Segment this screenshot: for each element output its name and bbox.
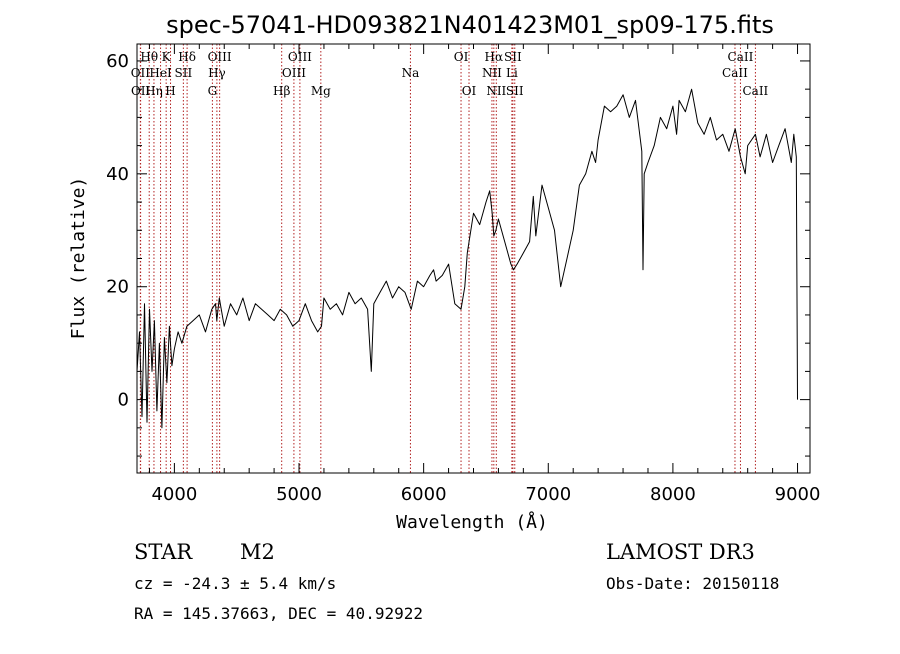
spectral-line-label: Hδ	[178, 50, 196, 64]
spectral-line-label: Hα	[485, 50, 504, 64]
spectral-line-label: SII	[175, 66, 193, 80]
spectral-line-label: OI	[454, 50, 469, 64]
chart-title: spec-57041-HD093821N401423M01_sp09-175.f…	[166, 11, 774, 39]
spectral-line-label: Hγ	[208, 66, 226, 80]
spectral-line-labels: OIIOIIHθHηHeIKHSIIHδGHγOIIIHβOIIIOIIIMgN…	[131, 50, 769, 98]
spectral-line-label: Hη	[145, 84, 163, 98]
x-tick-label: 9000	[775, 484, 821, 505]
spectral-line-markers	[139, 44, 756, 473]
spectral-line-label: CaII	[722, 66, 748, 80]
y-axis: 0 20 40 60	[106, 51, 810, 457]
object-class: STAR	[134, 540, 193, 564]
redshift-velocity: cz = -24.3 ± 5.4 km/s	[134, 574, 336, 593]
spectral-line-label: CaII	[728, 50, 754, 64]
object-subclass: M2	[240, 540, 275, 564]
spectral-line-label: NII	[486, 84, 506, 98]
spectral-line-label: OII	[131, 66, 151, 80]
spectral-line-label: Mg	[311, 84, 331, 98]
x-tick-label: 7000	[525, 484, 571, 505]
spectral-line-label: Li	[506, 66, 518, 80]
observation-date: Obs-Date: 20150118	[606, 574, 779, 593]
survey-name: LAMOST DR3	[606, 540, 755, 564]
y-axis-title: Flux (relative)	[68, 177, 89, 340]
x-axis: 4000 5000 6000 7000 8000 9000	[148, 44, 821, 505]
y-tick-label: 0	[118, 390, 129, 411]
x-axis-title: Wavelength (Å)	[396, 511, 548, 533]
spectral-line-label: OIII	[288, 50, 312, 64]
spectral-line-label: OIII	[208, 50, 232, 64]
spectral-line-label: NII	[482, 66, 502, 80]
spectral-line-label: Na	[402, 66, 420, 80]
spectral-line-label: SII	[504, 50, 522, 64]
coordinates: RA = 145.37663, DEC = 40.92922	[134, 604, 423, 623]
spectrum-line	[136, 88, 798, 429]
spectral-line-label: G	[208, 84, 218, 98]
spectral-line-label: SII	[506, 84, 524, 98]
spectral-line-label: Hθ	[140, 50, 158, 64]
y-tick-label: 20	[106, 277, 129, 298]
spectral-line-label: CaII	[742, 84, 768, 98]
y-tick-label: 60	[106, 51, 129, 72]
spectral-line-label: OI	[462, 84, 477, 98]
spectral-line-label: H	[165, 84, 175, 98]
x-tick-label: 4000	[151, 484, 197, 505]
spectrum-layer	[136, 88, 798, 429]
spectral-line-label: K	[162, 50, 172, 64]
spectral-line-label: OII	[131, 84, 151, 98]
x-tick-label: 6000	[401, 484, 447, 505]
y-tick-label: 40	[106, 164, 129, 185]
spectral-line-label: Hβ	[273, 84, 290, 98]
x-tick-label: 8000	[650, 484, 696, 505]
spectral-line-label: HeI	[149, 66, 172, 80]
spectral-line-label: OIII	[282, 66, 306, 80]
x-tick-label: 5000	[276, 484, 322, 505]
plot-frame	[136, 43, 811, 474]
